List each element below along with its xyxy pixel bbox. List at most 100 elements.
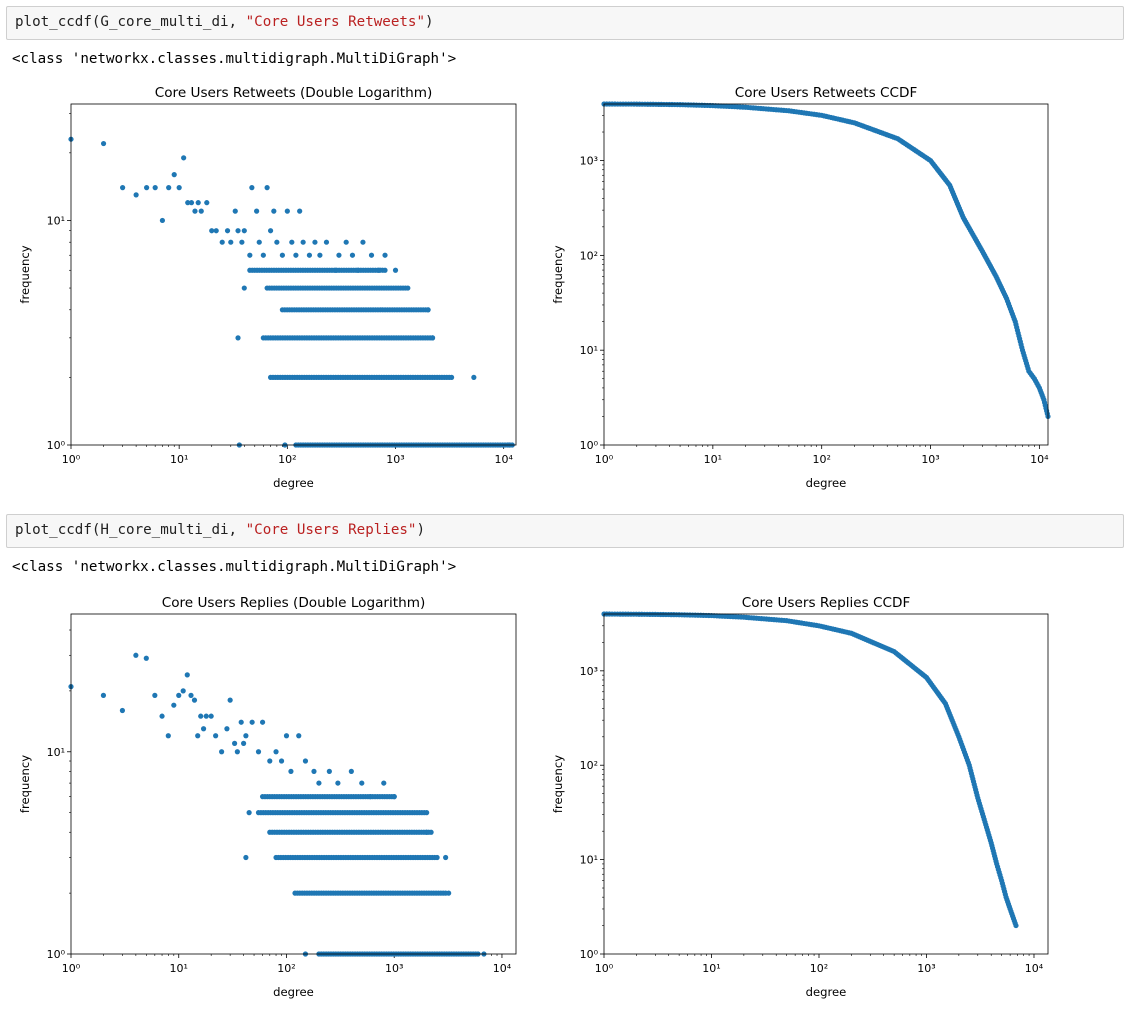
y-axis-label: frequency <box>18 245 32 303</box>
data-point <box>255 749 262 755</box>
data-point <box>184 672 190 678</box>
x-tick-label: 10⁴ <box>493 962 512 975</box>
data-point <box>180 688 186 694</box>
data-point <box>254 208 260 214</box>
data-point <box>246 810 252 816</box>
x-tick-label: 10² <box>812 453 830 466</box>
chart-title: Core Users Replies CCDF <box>742 595 911 611</box>
data-point <box>348 768 354 774</box>
y-tick-label: 10² <box>580 759 598 772</box>
data-point <box>323 239 330 245</box>
chart-title: Core Users Retweets CCDF <box>735 85 918 101</box>
data-point <box>271 208 277 214</box>
y-tick-label: 10¹ <box>47 746 65 759</box>
data-point <box>349 252 356 258</box>
data-point <box>119 707 126 714</box>
data-point <box>288 768 294 774</box>
data-point <box>188 200 195 206</box>
data-point <box>234 749 240 755</box>
y-tick-label: 10⁰ <box>580 948 599 961</box>
data-point <box>219 239 225 245</box>
data-point <box>425 307 431 313</box>
data-point <box>256 239 262 245</box>
data-point <box>195 733 201 739</box>
data-point <box>336 252 342 258</box>
x-tick-label: 10¹ <box>704 453 722 466</box>
data-point <box>249 185 255 191</box>
data-points <box>68 136 515 448</box>
data-point <box>289 239 295 245</box>
plot-frame <box>603 103 1049 446</box>
data-point <box>100 140 107 147</box>
data-point <box>260 252 266 258</box>
data-point <box>224 726 230 732</box>
x-tick-label: 10¹ <box>702 962 720 975</box>
y-tick-label: 10⁰ <box>47 948 66 961</box>
data-point <box>448 374 455 381</box>
code-text-1: plot_ccdf(G_core_multi_di, "Core Users R… <box>15 14 434 30</box>
data-point <box>424 810 430 816</box>
chart-replies-loglog: Core Users Replies (Double Logarithm) deg… <box>18 595 517 999</box>
data-point <box>198 713 204 719</box>
data-point <box>228 239 234 245</box>
data-point <box>227 697 233 703</box>
x-tick-label: 10⁴ <box>1030 453 1049 466</box>
data-point <box>209 228 215 234</box>
x-tick-label: 10⁴ <box>1025 962 1044 975</box>
output-text-2: <class 'networkx.classes.multidigraph.Mu… <box>12 559 457 575</box>
data-point <box>391 794 397 800</box>
data-point <box>203 713 209 719</box>
data-point <box>171 172 177 178</box>
data-point <box>188 692 194 698</box>
data-point <box>213 733 219 739</box>
data-point <box>300 239 306 245</box>
y-tick-label: 10¹ <box>47 214 65 227</box>
y-tick-label: 10⁰ <box>47 439 66 452</box>
data-point <box>382 252 388 258</box>
x-tick-label: 10³ <box>921 453 939 466</box>
x-tick-label: 10¹ <box>170 453 188 466</box>
data-point <box>100 692 107 698</box>
data-point <box>204 200 210 206</box>
data-point <box>213 228 219 234</box>
code-cell-1[interactable]: plot_ccdf(G_core_multi_di, "Core Users R… <box>6 6 1124 40</box>
x-tick-label: 10³ <box>385 962 403 975</box>
data-point <box>273 749 279 755</box>
data-point <box>311 768 317 774</box>
data-point <box>192 208 198 214</box>
data-point <box>392 267 399 273</box>
plot-frame <box>603 613 1049 955</box>
data-point <box>312 239 318 245</box>
code-cell-2[interactable]: plot_ccdf(H_core_multi_di, "Core Users R… <box>6 514 1124 548</box>
data-point <box>247 252 253 258</box>
x-tick-label: 10² <box>810 962 828 975</box>
data-point <box>133 192 139 198</box>
data-point <box>381 780 387 786</box>
plot-frame <box>70 613 517 955</box>
data-point <box>360 239 366 245</box>
data-point <box>293 252 299 258</box>
data-point <box>434 854 440 861</box>
x-tick-label: 10⁰ <box>595 962 614 975</box>
data-point <box>443 890 449 896</box>
data-point <box>239 239 245 245</box>
x-tick-label: 10⁰ <box>62 962 81 975</box>
data-point <box>283 733 290 739</box>
data-point <box>296 733 302 739</box>
data-point <box>185 200 191 206</box>
data-point <box>171 702 177 708</box>
data-point <box>284 208 290 214</box>
x-axis-label: degree <box>806 985 847 999</box>
data-point <box>224 228 231 234</box>
data-point <box>429 335 436 341</box>
code-text-2: plot_ccdf(H_core_multi_di, "Core Users R… <box>15 522 426 538</box>
data-point <box>241 285 247 291</box>
data-point <box>181 155 187 161</box>
data-point <box>443 854 449 861</box>
y-axis-label: frequency <box>18 755 32 813</box>
data-point <box>274 239 280 245</box>
y-tick-label: 10¹ <box>580 344 598 357</box>
data-point <box>1013 922 1019 929</box>
data-point <box>359 780 365 786</box>
data-points <box>68 652 487 957</box>
